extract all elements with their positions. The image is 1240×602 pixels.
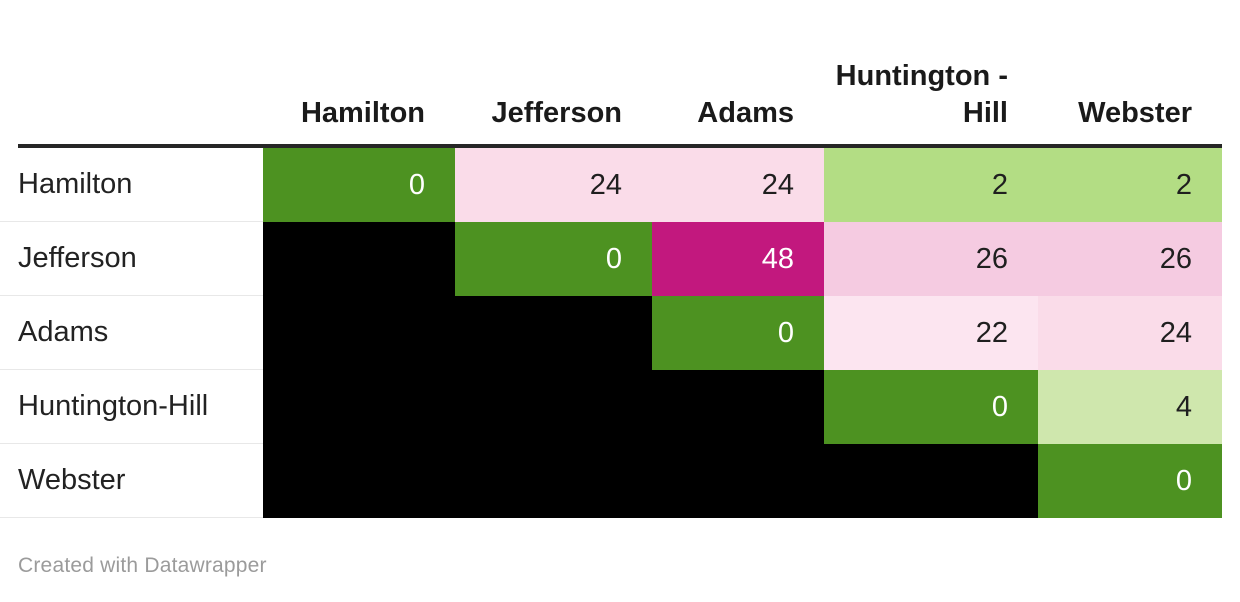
table-row: Webster 0 — [0, 444, 1222, 518]
heatmap-cell: 4 — [1038, 370, 1222, 444]
heatmap-cell — [263, 222, 455, 296]
heatmap-cell — [824, 444, 1038, 518]
heatmap-cell: 0 — [455, 222, 652, 296]
column-header-hamilton: Hamilton — [300, 97, 425, 129]
column-header-webster: Webster — [1078, 97, 1192, 129]
table-row: Hamilton 0 24 24 2 2 — [0, 148, 1222, 222]
heatmap-cell: 24 — [1038, 296, 1222, 370]
table-row: Huntington-Hill 0 4 — [0, 370, 1222, 444]
table-row: Jefferson 0 48 26 26 — [0, 222, 1222, 296]
heatmap-cell — [263, 370, 455, 444]
header-divider — [18, 144, 1222, 148]
heatmap-cell — [652, 370, 824, 444]
row-label: Jefferson — [0, 222, 263, 296]
heatmap-cell: 2 — [824, 148, 1038, 222]
column-header-row: Hamilton Jefferson Adams Huntington - Hill W… — [0, 0, 1222, 144]
row-label: Webster — [0, 444, 263, 518]
heatmap-cell: 0 — [652, 296, 824, 370]
heatmap-cell — [263, 296, 455, 370]
corner-cell — [0, 132, 263, 144]
column-header-jefferson: Jefferson — [491, 97, 622, 129]
row-label: Hamilton — [0, 148, 263, 222]
heatmap-cell — [455, 296, 652, 370]
row-label: Huntington-Hill — [0, 370, 263, 444]
heatmap-cell: 24 — [652, 148, 824, 222]
heatmap-cell: 0 — [824, 370, 1038, 444]
heatmap-cell: 2 — [1038, 148, 1222, 222]
table-row: Adams 0 22 24 — [0, 296, 1222, 370]
heatmap-cell: 0 — [263, 148, 455, 222]
column-header-adams: Adams — [697, 97, 794, 129]
heatmap-cell: 48 — [652, 222, 824, 296]
heatmap-body: Hamilton 0 24 24 2 2 Jefferson 0 48 26 26 Adams 0 22 2… — [0, 148, 1240, 518]
heatmap-cell — [455, 370, 652, 444]
column-header-huntington-hill: Huntington - Hill — [835, 60, 1008, 129]
heatmap-cell: 22 — [824, 296, 1038, 370]
heatmap-cell — [455, 444, 652, 518]
heatmap-cell: 0 — [1038, 444, 1222, 518]
heatmap-cell: 24 — [455, 148, 652, 222]
datawrapper-credit-link[interactable]: Created with Datawrapper — [18, 554, 267, 577]
heatmap-cell: 26 — [1038, 222, 1222, 296]
heatmap-cell — [263, 444, 455, 518]
row-label: Adams — [0, 296, 263, 370]
heatmap-cell — [652, 444, 824, 518]
heatmap-cell: 26 — [824, 222, 1038, 296]
